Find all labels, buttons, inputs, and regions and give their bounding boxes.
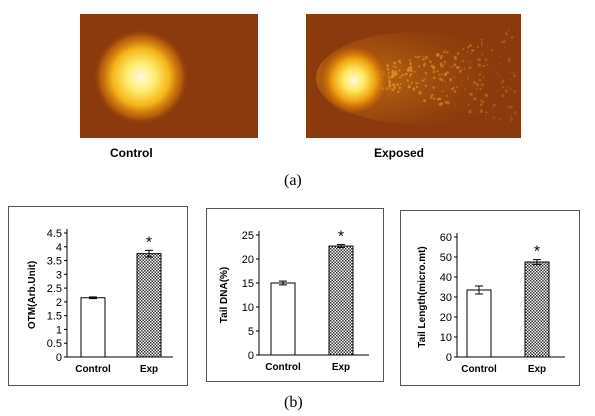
panel-b-label: (b) bbox=[284, 394, 303, 411]
y-tick-label: 5 bbox=[248, 326, 254, 338]
y-tick-label: 20 bbox=[242, 254, 254, 266]
control-image-label: Control bbox=[110, 146, 153, 160]
panel-a-label: (a) bbox=[284, 172, 302, 189]
y-tick-label: 2.5 bbox=[47, 283, 62, 295]
control-comet-image bbox=[80, 14, 258, 138]
control-bar bbox=[466, 289, 492, 358]
y-tick-label: 0 bbox=[56, 352, 62, 364]
y-tick-label: 0 bbox=[446, 352, 452, 364]
significance-marker: * bbox=[534, 244, 540, 261]
y-tick-label: 25 bbox=[242, 230, 254, 242]
y-tick-label: 1.5 bbox=[47, 311, 62, 323]
y-tick-label: 4 bbox=[56, 242, 62, 254]
significance-marker: * bbox=[338, 229, 344, 246]
otm-chart: 0 0.5 1 1.5 2 2.5 3 3.5 4 4.5 OTM(Arb.Unit) Control… bbox=[8, 206, 188, 386]
y-tick-label: 30 bbox=[440, 292, 452, 304]
y-tick-label: 50 bbox=[440, 252, 452, 264]
control-bar bbox=[270, 282, 296, 356]
tail-length-chart: 0 10 20 30 40 50 60 Tail Length(micro.mt) Contro… bbox=[400, 210, 580, 386]
exp-bar bbox=[524, 261, 550, 358]
category-label: Exp bbox=[332, 362, 350, 373]
y-tick-label: 20 bbox=[440, 312, 452, 324]
y-axis-label: Tail Length(micro.mt) bbox=[417, 246, 428, 347]
exp-bar bbox=[136, 253, 162, 358]
category-label: Control bbox=[75, 364, 111, 375]
exposed-image-label: Exposed bbox=[374, 146, 425, 160]
significance-marker: * bbox=[146, 234, 152, 251]
category-label: Control bbox=[265, 362, 301, 373]
category-label: Exp bbox=[140, 364, 158, 375]
y-tick-label: 40 bbox=[440, 272, 452, 284]
y-tick-label: 2 bbox=[56, 297, 62, 309]
y-tick-label: 0 bbox=[248, 350, 254, 362]
y-axis-label: OTM(Arb.Unit) bbox=[27, 261, 38, 329]
exp-bar bbox=[328, 245, 354, 356]
y-tick-label: 15 bbox=[242, 278, 254, 290]
y-tick-label: 10 bbox=[242, 302, 254, 314]
category-label: Control bbox=[461, 364, 497, 375]
y-tick-label: 4.5 bbox=[47, 228, 62, 240]
y-tick-label: 3.5 bbox=[47, 256, 62, 268]
y-tick-label: 10 bbox=[440, 332, 452, 344]
category-label: Exp bbox=[528, 364, 546, 375]
control-bar bbox=[80, 297, 106, 358]
y-tick-label: 3 bbox=[56, 269, 62, 281]
tail-dna-chart: 0 5 10 15 20 25 Tail DNA(%) Control * Exp bbox=[206, 208, 384, 382]
y-tick-label: 1 bbox=[56, 324, 62, 336]
exposed-comet-image bbox=[306, 14, 521, 138]
y-tick-label: 0.5 bbox=[47, 338, 62, 350]
y-tick-label: 60 bbox=[440, 232, 452, 244]
y-axis-label: Tail DNA(%) bbox=[219, 267, 230, 323]
